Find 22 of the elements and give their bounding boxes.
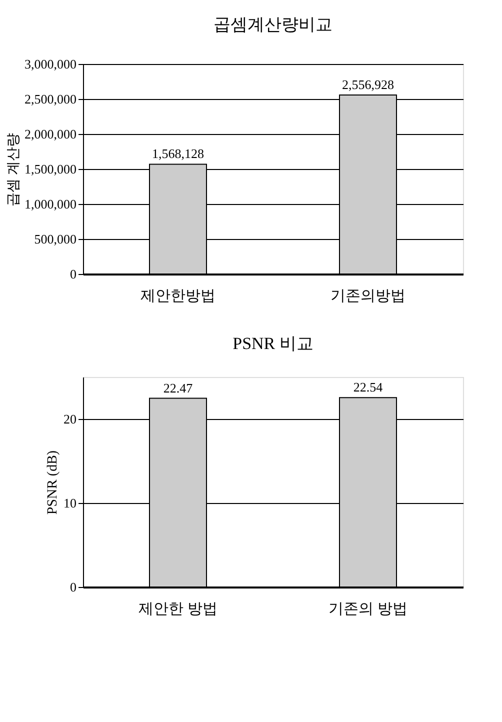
y-tick-label: 20 (64, 412, 76, 426)
x-tick-label: 기존의방법 (330, 288, 406, 304)
y-axis-title: PSNR (dB) (46, 450, 60, 515)
x-tick-label: 제안한방법 (140, 288, 216, 304)
x-tick-label: 제안한 방법 (138, 602, 218, 618)
y-tick-label: 1,000,000 (24, 196, 76, 212)
y-axis-title: 곱셈 계산량 (6, 132, 22, 206)
y-tick-label: 500,000 (34, 232, 76, 246)
y-tick-label: 1,500,000 (24, 162, 76, 176)
y-tick-label: 2,500,000 (24, 92, 76, 106)
data-label: 1,568,128 (152, 146, 204, 162)
chart-title: 곱셈계산량비교 (214, 15, 332, 34)
y-tick-label: 2,000,000 (24, 126, 76, 142)
x-tick-label: 기존의 방법 (328, 602, 408, 618)
y-tick-label: 0 (70, 580, 76, 594)
chart-title: PSNR 비교 (232, 334, 314, 353)
data-label: 22.47 (163, 380, 194, 396)
y-tick-label: 10 (64, 496, 76, 510)
data-label: 2,556,928 (342, 77, 394, 92)
y-tick-label: 3,000,000 (24, 56, 76, 72)
y-tick-label: 0 (70, 266, 76, 282)
data-label: 22.54 (353, 380, 384, 395)
